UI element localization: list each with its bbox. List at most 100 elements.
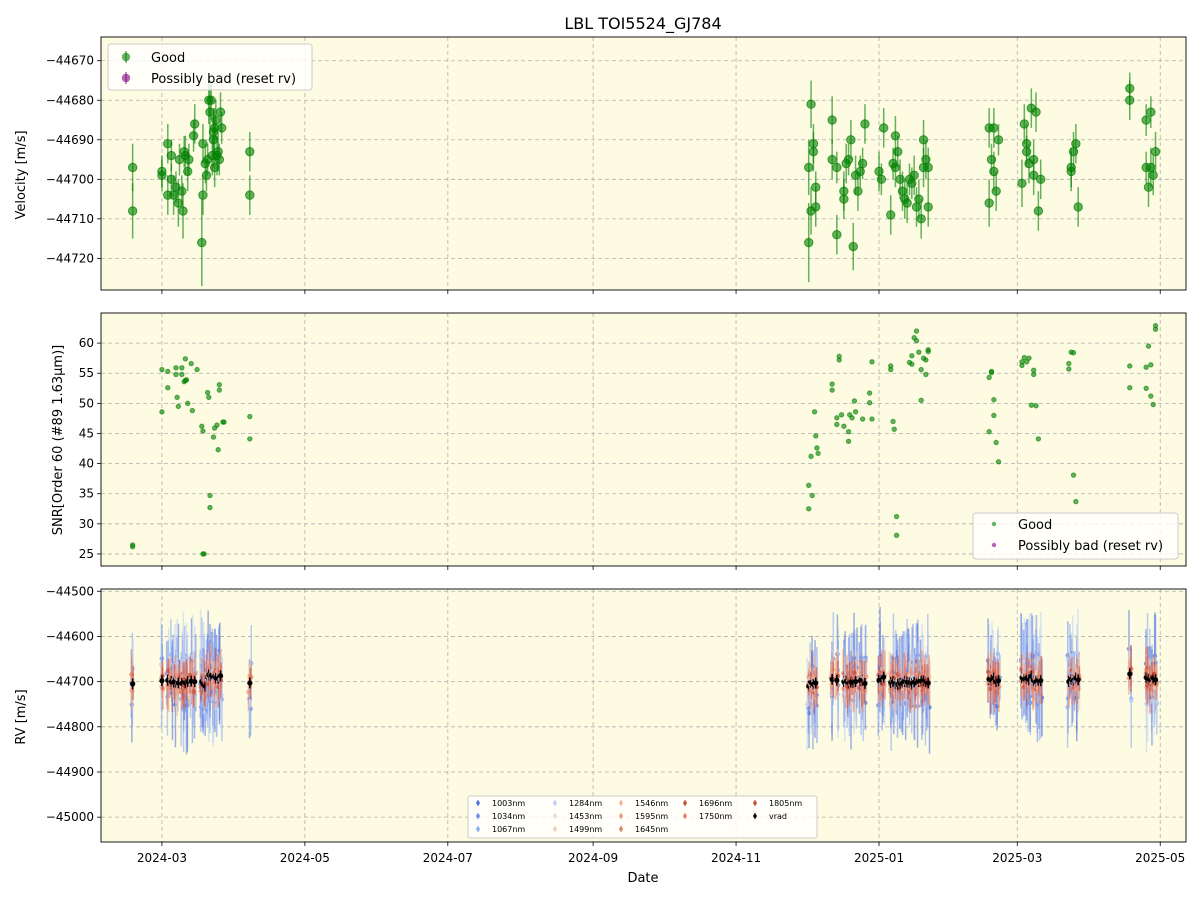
snr-point — [893, 513, 900, 520]
rv-point — [1028, 700, 1033, 705]
velocity-point — [214, 154, 225, 165]
legend-label: Good — [151, 51, 185, 66]
snr-point — [893, 532, 900, 538]
snr-point — [214, 422, 220, 428]
y-tick-label: 35 — [79, 487, 94, 501]
legend-marker-icon — [476, 801, 480, 805]
velocity-point — [206, 95, 216, 105]
plot-frame — [100, 36, 1187, 291]
snr-point — [838, 412, 845, 418]
velocity-point — [811, 202, 821, 212]
legend-label: Possibly bad (reset rv) — [1018, 539, 1163, 554]
vrad-point — [1038, 678, 1044, 684]
snr-point — [849, 415, 855, 421]
velocity-legend: Good Possibly bad (reset rv) — [107, 43, 313, 91]
snr-point — [1073, 498, 1079, 505]
legend-marker-icon — [683, 814, 687, 818]
vrad-point — [130, 681, 136, 687]
velocity-point — [878, 123, 889, 133]
vrad-point — [813, 680, 819, 686]
velocity-point — [197, 237, 207, 248]
snr-point — [206, 394, 212, 401]
velocity-point — [989, 123, 999, 133]
rv-point — [192, 671, 198, 677]
snr-point — [814, 445, 820, 451]
y-tick-label: −44700 — [46, 172, 94, 186]
velocity-panel: −44670 −44680 −44690 −44700 −44710 −44720 Good… — [46, 36, 1187, 294]
snr-point — [207, 492, 213, 499]
snr-point — [179, 371, 185, 378]
x-axis-label: Date — [627, 871, 658, 886]
vrad-point — [925, 680, 931, 686]
snr-point — [923, 357, 929, 363]
y-tick-label: −44800 — [46, 720, 94, 734]
snr-point — [806, 482, 812, 488]
rv-panel: 2024-03 2024-05 2024-07 2024-09 2024-11 2025-… — [46, 584, 1187, 865]
velocity-point — [190, 119, 200, 129]
vrad-point — [192, 679, 198, 685]
snr-point — [913, 328, 920, 334]
snr-point — [988, 369, 995, 376]
snr-point — [1070, 472, 1077, 478]
snr-point — [809, 492, 815, 499]
snr-point — [159, 409, 165, 415]
y-tick-label: −44500 — [46, 584, 94, 598]
velocity-point — [1073, 202, 1083, 212]
snr-point — [909, 353, 915, 359]
velocity-point — [886, 210, 896, 220]
velocity-point — [832, 162, 842, 173]
data-layer — [127, 72, 1161, 287]
velocity-point — [804, 162, 814, 173]
snr-point — [199, 423, 205, 429]
snr-point — [866, 390, 873, 396]
velocity-point — [1125, 83, 1135, 94]
velocity-point — [1071, 139, 1081, 149]
snr-point — [806, 506, 812, 512]
legend-marker-icon — [991, 542, 997, 548]
velocity-point — [846, 135, 856, 145]
legend-box — [972, 512, 1179, 560]
velocity-point — [804, 237, 814, 248]
rv-y-label: RV [m/s] — [14, 689, 29, 744]
legend-label: 1499nm — [569, 825, 602, 834]
snr-point — [993, 439, 999, 446]
snr-point — [1023, 359, 1030, 365]
vrad-point — [881, 674, 887, 680]
snr-point — [1143, 385, 1149, 391]
snr-point — [216, 381, 223, 388]
vrad-point — [834, 677, 840, 683]
velocity-point — [157, 170, 167, 181]
legend-label: 1453nm — [569, 812, 602, 821]
snr-point — [890, 418, 896, 425]
snr-point — [888, 366, 894, 373]
snr-point — [1152, 322, 1159, 329]
legend-marker-icon — [553, 827, 557, 831]
y-tick-label: −45000 — [46, 810, 94, 824]
rv-legend: 1003nm 1034nm 1067nm 1284nm 1453nm 1499nm 1546… — [467, 795, 818, 839]
snr-point — [829, 387, 835, 393]
velocity-point — [178, 206, 188, 216]
snr-point — [185, 400, 191, 407]
vrad-point — [159, 678, 165, 684]
rv-point — [864, 674, 869, 679]
velocity-point — [166, 150, 177, 161]
snr-point — [834, 415, 840, 421]
legend-label: 1805nm — [769, 799, 802, 808]
velocity-point — [245, 190, 255, 200]
legend-label: 1645nm — [635, 825, 668, 834]
rv-point — [852, 670, 857, 675]
rv-point — [881, 681, 886, 686]
vrad-point — [1152, 677, 1159, 683]
snr-point — [194, 366, 200, 373]
y-tick-label: −44710 — [46, 212, 94, 226]
snr-point — [179, 365, 185, 371]
x-tick-label: 2024-09 — [568, 851, 618, 865]
snr-point — [247, 436, 253, 442]
rv-point — [202, 710, 207, 715]
velocity-point — [876, 174, 887, 185]
snr-point — [1066, 360, 1072, 367]
velocity-point — [902, 198, 912, 208]
legend-marker-icon — [619, 814, 623, 818]
snr-point — [182, 356, 189, 362]
velocity-point — [245, 146, 255, 157]
